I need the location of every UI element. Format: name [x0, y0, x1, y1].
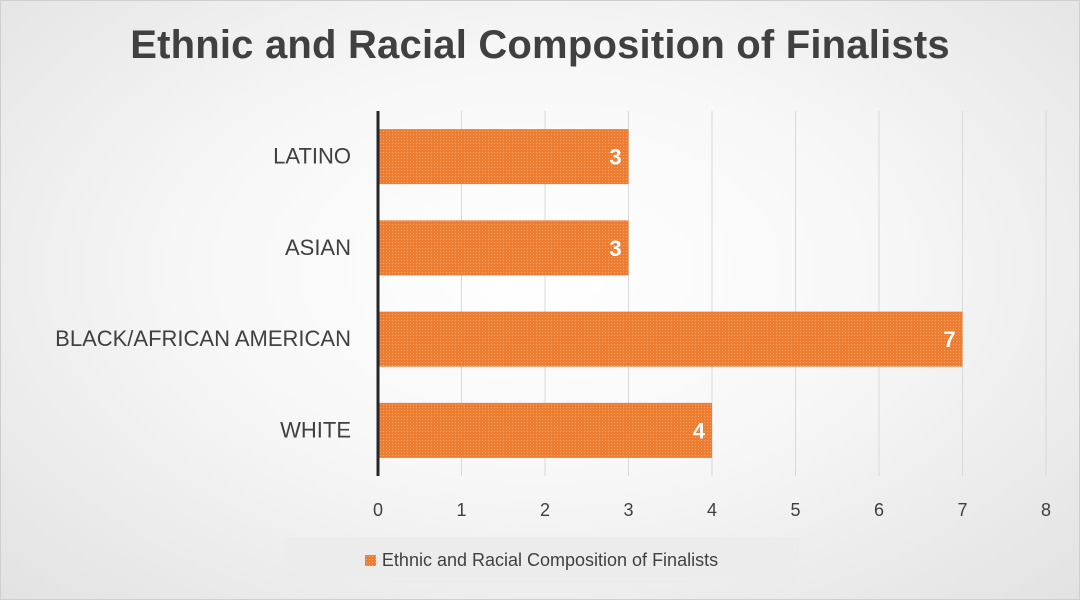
x-tick-label: 3: [623, 500, 633, 520]
data-label: 4: [693, 418, 706, 443]
category-label: ASIAN: [285, 235, 351, 260]
category-label: LATINO: [273, 144, 351, 169]
x-tick-label: 0: [373, 500, 383, 520]
bar-texture: [378, 402, 712, 458]
bar-texture: [378, 311, 963, 367]
category-label: WHITE: [280, 417, 351, 442]
data-label: 7: [943, 327, 955, 352]
bar-texture: [378, 129, 629, 185]
x-tick-label: 5: [790, 500, 800, 520]
category-label: BLACK/AFRICAN AMERICAN: [55, 326, 351, 351]
legend-label: Ethnic and Racial Composition of Finalis…: [381, 549, 719, 570]
data-label: 3: [609, 145, 621, 170]
bar-texture: [378, 220, 629, 276]
x-tick-label: 2: [540, 500, 550, 520]
chart-title: Ethnic and Racial Composition of Finalis…: [130, 23, 950, 67]
x-tick-label: 7: [957, 500, 967, 520]
labels: 0 1 2 3 4 5 6 7 8 LATINO 3 ASIAN 3 BLACK/AFRICAN AMER…: [55, 144, 1051, 520]
x-tick-label: 6: [874, 500, 884, 520]
x-tick-label: 1: [456, 500, 466, 520]
legend: Ethnic and Racial Composition of Finalis…: [284, 537, 799, 583]
data-label: 3: [609, 236, 621, 261]
bar-series: [378, 129, 963, 458]
legend-swatch: [364, 554, 376, 566]
x-tick-label: 8: [1041, 500, 1051, 520]
x-tick-label: 4: [707, 500, 717, 520]
